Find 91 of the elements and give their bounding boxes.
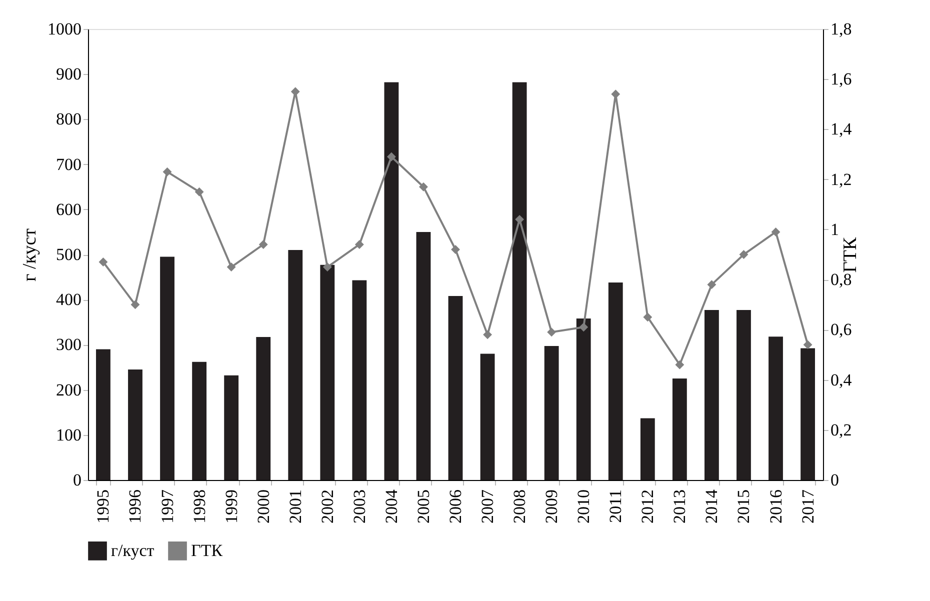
point xyxy=(451,245,460,254)
bar xyxy=(192,362,206,480)
y2-tick-label: 0,6 xyxy=(830,320,852,340)
x-tick-label: 2014 xyxy=(702,489,722,524)
y2-axis-title: ГТК xyxy=(840,237,861,273)
y2-tick-label: 1 xyxy=(830,220,839,239)
bar xyxy=(800,348,815,480)
point xyxy=(675,360,684,370)
bar xyxy=(160,256,174,480)
point xyxy=(739,250,748,259)
bar xyxy=(416,232,431,480)
legend-label: г/куст xyxy=(111,540,155,560)
x-tick-label: 2000 xyxy=(254,490,273,524)
x-tick-label: 2011 xyxy=(606,490,626,523)
x-tick-label: 2013 xyxy=(670,490,690,524)
point xyxy=(547,328,556,337)
y-tick-label: 1000 xyxy=(48,20,82,38)
x-tick-label: 2009 xyxy=(542,490,562,524)
y-tick-label: 0 xyxy=(73,470,82,490)
x-tick-label: 2010 xyxy=(574,490,594,524)
y-tick-label: 100 xyxy=(56,425,82,444)
bar xyxy=(512,82,527,480)
x-tick-label: 2002 xyxy=(318,490,337,524)
bar xyxy=(736,310,751,480)
legend-label: ГТК xyxy=(191,540,224,560)
point xyxy=(771,227,780,236)
x-tick-label: 2006 xyxy=(446,490,465,524)
x-tick-label: 2017 xyxy=(798,489,818,524)
y2-tick-label: 1,2 xyxy=(830,170,852,189)
point xyxy=(354,240,364,249)
x-tick-label: 1997 xyxy=(158,489,177,524)
point xyxy=(643,312,652,322)
x-tick-label: 1995 xyxy=(94,490,113,524)
y-tick-label: 800 xyxy=(56,110,82,129)
x-tick-label: 2012 xyxy=(638,490,658,524)
bar xyxy=(128,370,142,480)
x-tick-label: 2004 xyxy=(382,489,401,524)
point xyxy=(162,167,172,176)
y-tick-label: 700 xyxy=(56,154,82,174)
y2-tick-label: 1,4 xyxy=(830,120,852,139)
point xyxy=(226,262,236,272)
y2-tick-label: 0 xyxy=(830,470,839,490)
x-tick-label: 2001 xyxy=(286,490,305,524)
point xyxy=(322,262,332,272)
y-tick-label: 200 xyxy=(56,380,82,400)
point xyxy=(579,322,588,332)
x-tick-label: 2015 xyxy=(734,490,754,524)
bar xyxy=(544,346,559,480)
bar xyxy=(224,375,239,480)
x-tick-label: 2003 xyxy=(350,490,369,524)
y-tick-label: 300 xyxy=(56,335,82,354)
y-axis-title: г /куст xyxy=(20,228,40,282)
y2-tick-label: 0,2 xyxy=(830,420,852,440)
y2-tick-label: 0,4 xyxy=(830,370,852,390)
point xyxy=(419,182,428,192)
bar xyxy=(320,264,335,480)
bar xyxy=(480,354,495,480)
bar xyxy=(704,310,719,480)
x-tick-label: 1998 xyxy=(190,490,209,524)
point xyxy=(483,330,492,340)
bar xyxy=(288,250,303,480)
x-tick-label: 1996 xyxy=(126,490,145,524)
y-tick-label: 500 xyxy=(56,245,82,264)
y2-tick-label: 1,8 xyxy=(830,20,852,38)
x-tick-label: 1999 xyxy=(222,490,241,524)
bar xyxy=(576,318,591,480)
bar xyxy=(352,280,367,480)
point xyxy=(803,340,812,350)
x-tick-label: 2007 xyxy=(478,489,498,524)
bar xyxy=(640,418,655,480)
y-tick-label: 900 xyxy=(56,64,82,84)
bar xyxy=(96,349,110,480)
y-tick-label: 400 xyxy=(56,290,82,310)
point xyxy=(386,152,396,162)
x-tick-label: 2016 xyxy=(766,490,786,524)
point xyxy=(258,240,268,249)
x-tick-label: 2008 xyxy=(510,490,530,524)
point xyxy=(194,187,204,196)
bar xyxy=(448,296,463,480)
x-tick-label: 2005 xyxy=(414,490,433,524)
bar xyxy=(384,82,399,480)
y-tick-label: 600 xyxy=(56,200,82,219)
bar xyxy=(256,337,271,480)
point xyxy=(130,300,140,310)
point xyxy=(98,258,108,266)
bar xyxy=(672,378,687,480)
y2-tick-label: 1,6 xyxy=(830,70,852,89)
point xyxy=(707,280,716,290)
bar xyxy=(608,282,623,480)
bar xyxy=(768,336,783,480)
point xyxy=(515,214,524,224)
